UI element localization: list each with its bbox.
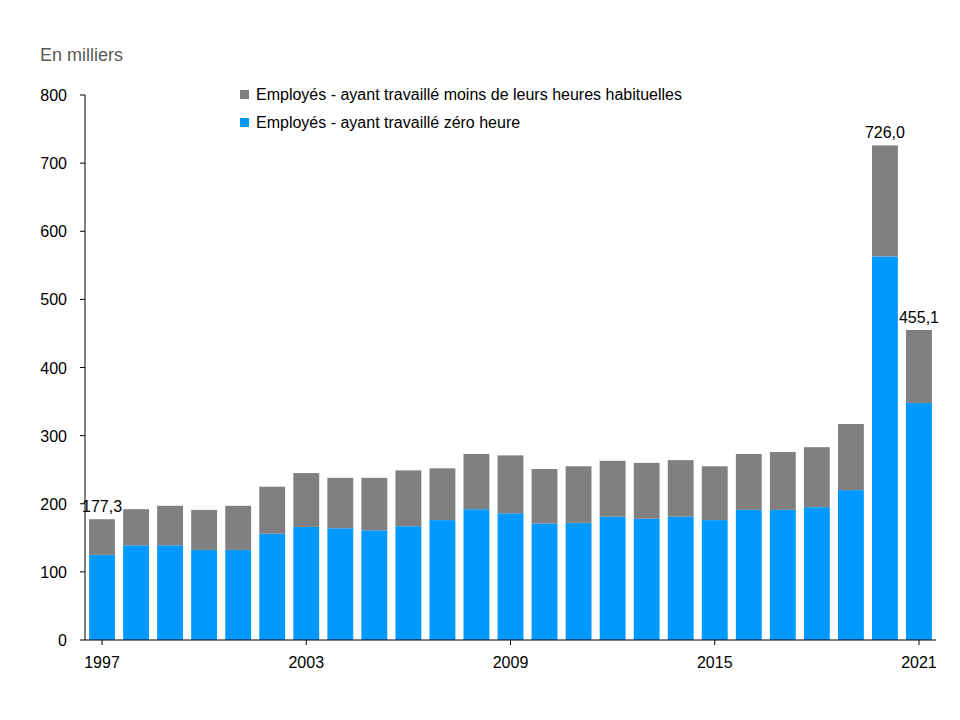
bar-segment xyxy=(634,463,660,519)
legend-swatch xyxy=(240,118,249,127)
y-tick-label: 500 xyxy=(40,291,67,308)
x-tick-label: 2015 xyxy=(697,654,733,671)
bar-segment xyxy=(804,447,830,507)
bar-segment xyxy=(429,468,455,520)
x-tick xyxy=(306,640,307,645)
legend-label: Employés - ayant travaillé zéro heure xyxy=(256,114,520,131)
bar-segment xyxy=(361,478,387,530)
bar-segment xyxy=(600,461,626,517)
x-tick-label: 2003 xyxy=(288,654,324,671)
y-tick-label: 800 xyxy=(40,87,67,104)
bar-segment xyxy=(89,519,115,555)
bar-segment xyxy=(634,519,660,640)
bar-segment xyxy=(293,527,319,640)
x-tick-label: 2021 xyxy=(901,654,937,671)
bar-segment xyxy=(600,517,626,640)
y-tick xyxy=(80,435,85,436)
chart-svg: En milliers 0 100 200 300 400 500 600 700 800 1997… xyxy=(0,0,960,720)
bar-segment xyxy=(804,507,830,640)
y-tick xyxy=(80,299,85,300)
bars xyxy=(89,145,932,640)
bar-segment xyxy=(872,256,898,640)
y-tick xyxy=(80,367,85,368)
y-tick xyxy=(80,163,85,164)
bar-segment xyxy=(293,473,319,527)
bar-segment xyxy=(327,478,353,528)
bar-segment xyxy=(361,530,387,640)
bar-segment xyxy=(702,466,728,520)
bar-segment xyxy=(395,470,421,526)
bar-segment xyxy=(736,454,762,510)
data-label: 455,1 xyxy=(899,309,939,326)
y-tick xyxy=(80,640,85,641)
x-tick xyxy=(102,640,103,645)
x-tick-label: 2009 xyxy=(493,654,529,671)
bar-segment xyxy=(566,466,592,523)
bar-segment xyxy=(532,524,558,640)
bar-segment xyxy=(157,545,183,640)
bar-segment xyxy=(395,526,421,640)
bar-segment xyxy=(259,534,285,640)
y-tick xyxy=(80,231,85,232)
y-tick-label: 400 xyxy=(40,360,67,377)
bar-segment xyxy=(498,455,524,513)
bar-segment xyxy=(123,545,149,640)
bar-segment xyxy=(668,517,694,640)
bar-segment xyxy=(225,506,251,550)
chart-container: En milliers 0 100 200 300 400 500 600 700 800 1997… xyxy=(0,0,960,720)
x-tick xyxy=(714,640,715,645)
bar-segment xyxy=(259,487,285,534)
bar-segment xyxy=(566,523,592,640)
bar-segment xyxy=(464,454,490,509)
x-tick-label: 1997 xyxy=(84,654,120,671)
y-tick-label: 300 xyxy=(40,428,67,445)
legend-label: Employés - ayant travaillé moins de leur… xyxy=(256,86,682,103)
bar-segment xyxy=(429,520,455,640)
data-label: 177,3 xyxy=(82,498,122,515)
bar-segment xyxy=(327,528,353,640)
bar-segment xyxy=(770,510,796,640)
bar-segment xyxy=(838,424,864,490)
legend-swatch xyxy=(240,90,249,99)
y-axis xyxy=(85,95,86,640)
y-tick-label: 0 xyxy=(58,632,67,649)
y-tick-label: 200 xyxy=(40,496,67,513)
bar-segment xyxy=(770,452,796,510)
y-axis-label: En milliers xyxy=(40,45,123,65)
bar-segment xyxy=(225,550,251,640)
bar-segment xyxy=(906,330,932,403)
x-tick xyxy=(510,640,511,645)
bar-segment xyxy=(736,510,762,640)
y-tick-label: 600 xyxy=(40,223,67,240)
bar-segment xyxy=(532,469,558,523)
bar-segment xyxy=(157,506,183,546)
x-tick xyxy=(918,640,919,645)
bar-segment xyxy=(89,555,115,640)
bar-segment xyxy=(906,403,932,640)
y-tick-label: 700 xyxy=(40,155,67,172)
bar-segment xyxy=(191,550,217,640)
bar-segment xyxy=(498,513,524,640)
y-tick xyxy=(80,571,85,572)
y-tick xyxy=(80,95,85,96)
y-tick-label: 100 xyxy=(40,564,67,581)
data-label: 726,0 xyxy=(865,124,905,141)
bar-segment xyxy=(702,520,728,640)
bar-segment xyxy=(872,145,898,256)
bar-segment xyxy=(464,509,490,640)
bar-segment xyxy=(191,510,217,550)
bar-segment xyxy=(838,490,864,640)
bar-segment xyxy=(668,460,694,517)
bar-segment xyxy=(123,509,149,545)
